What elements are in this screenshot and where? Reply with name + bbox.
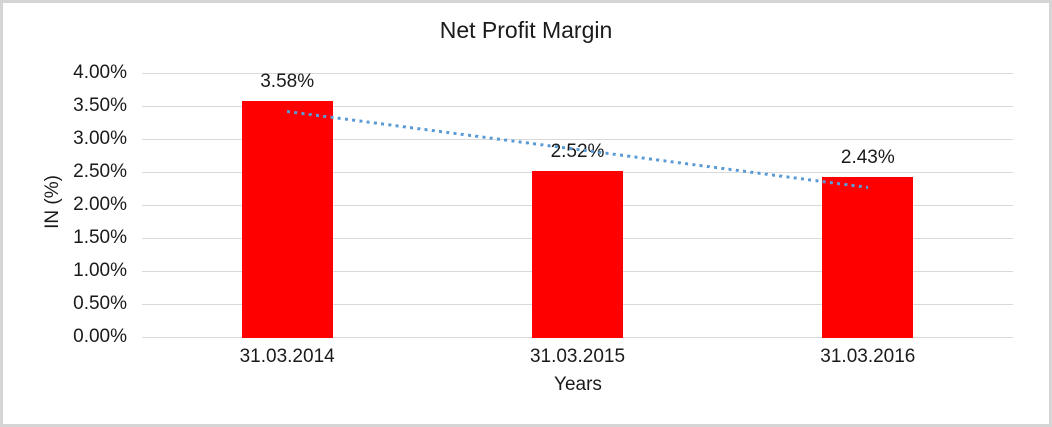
- y-tick-label: 2.50%: [73, 161, 127, 182]
- chart-title: Net Profit Margin: [439, 17, 613, 43]
- bar-value-label: 3.58%: [260, 70, 315, 92]
- y-tick-label: 0.00%: [73, 326, 127, 347]
- bar-31.03.2014: [241, 100, 333, 338]
- bar-31.03.2016: [822, 176, 914, 338]
- x-tick-label: 31.03.2014: [239, 346, 335, 367]
- x-axis-title: Years: [554, 374, 602, 395]
- x-tick-label: 31.03.2016: [820, 346, 916, 367]
- y-tick-label: 1.50%: [73, 227, 127, 248]
- y-tick-label: 0.50%: [73, 293, 127, 314]
- gridline: [142, 105, 1013, 107]
- y-tick-label: 1.00%: [73, 260, 127, 281]
- bar-value-label: 2.43%: [840, 146, 895, 168]
- y-tick-label: 4.00%: [73, 62, 127, 83]
- y-tick-label: 3.00%: [73, 128, 127, 149]
- bar-31.03.2015: [532, 170, 623, 338]
- gridline: [142, 72, 1013, 74]
- x-tick-label: 31.03.2015: [529, 346, 626, 367]
- gridline: [142, 138, 1013, 140]
- y-tick-label: 2.00%: [73, 194, 127, 215]
- y-tick-label: 3.50%: [73, 95, 127, 116]
